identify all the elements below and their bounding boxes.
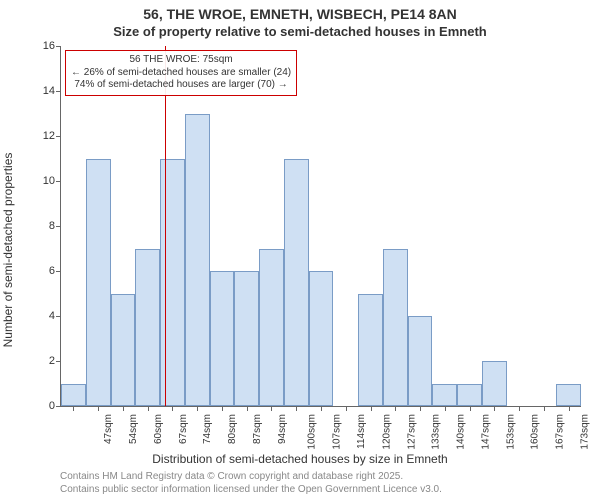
y-tick <box>56 91 61 92</box>
credits-line2: Contains public sector information licen… <box>60 484 442 497</box>
y-tick-label: 6 <box>27 265 55 277</box>
x-tick <box>123 406 124 411</box>
y-tick <box>56 361 61 362</box>
x-tick <box>420 406 421 411</box>
x-tick <box>494 406 495 411</box>
reference-line <box>165 46 166 406</box>
y-axis-label: Number of semi-detached properties <box>1 153 15 348</box>
x-tick-label: 100sqm <box>307 414 318 450</box>
histogram-bar <box>432 384 457 407</box>
y-tick <box>56 271 61 272</box>
histogram-bar <box>61 384 86 407</box>
histogram-bar <box>383 249 408 407</box>
x-tick-label: 54sqm <box>128 414 139 444</box>
x-tick <box>395 406 396 411</box>
annotation-line3: 74% of semi-detached houses are larger (… <box>71 79 291 92</box>
x-tick <box>321 406 322 411</box>
histogram-bar <box>234 271 259 406</box>
chart-title-main: 56, THE WROE, EMNETH, WISBECH, PE14 8AN <box>0 6 600 22</box>
y-tick <box>56 46 61 47</box>
y-tick <box>56 136 61 137</box>
x-tick <box>222 406 223 411</box>
x-tick <box>73 406 74 411</box>
histogram-bar <box>309 271 334 406</box>
x-tick-label: 47sqm <box>103 414 114 444</box>
x-tick-label: 133sqm <box>431 414 442 450</box>
x-tick <box>346 406 347 411</box>
x-tick <box>519 406 520 411</box>
y-tick-label: 4 <box>27 310 55 322</box>
x-tick-label: 74sqm <box>202 414 213 444</box>
histogram-bar <box>358 294 383 407</box>
y-tick-label: 8 <box>27 220 55 232</box>
x-tick-label: 160sqm <box>530 414 541 450</box>
annotation-line2: ← 26% of semi-detached houses are smalle… <box>71 67 291 80</box>
histogram-bar <box>482 361 507 406</box>
y-tick-label: 12 <box>27 130 55 142</box>
x-tick <box>371 406 372 411</box>
x-tick <box>569 406 570 411</box>
histogram-bar <box>210 271 235 406</box>
histogram-bar <box>86 159 111 407</box>
x-tick-label: 60sqm <box>153 414 164 444</box>
y-tick <box>56 406 61 407</box>
x-tick-label: 120sqm <box>381 414 392 450</box>
x-tick-label: 167sqm <box>555 414 566 450</box>
histogram-bar <box>259 249 284 407</box>
x-tick-label: 67sqm <box>178 414 189 444</box>
x-tick <box>148 406 149 411</box>
histogram-bar <box>111 294 136 407</box>
histogram-bar <box>457 384 482 407</box>
y-tick <box>56 181 61 182</box>
x-tick-label: 87sqm <box>252 414 263 444</box>
x-tick <box>470 406 471 411</box>
x-tick-label: 80sqm <box>227 414 238 444</box>
histogram-bar <box>284 159 309 407</box>
plot-area: 024681012141647sqm54sqm60sqm67sqm74sqm80… <box>60 46 581 407</box>
x-axis-label: Distribution of semi-detached houses by … <box>0 452 600 466</box>
x-tick-label: 114sqm <box>356 414 367 449</box>
y-tick-label: 10 <box>27 175 55 187</box>
y-tick-label: 2 <box>27 355 55 367</box>
x-tick <box>445 406 446 411</box>
x-tick-label: 147sqm <box>480 414 491 450</box>
y-tick-label: 14 <box>27 85 55 97</box>
credits-line1: Contains HM Land Registry data © Crown c… <box>60 471 442 484</box>
x-tick <box>271 406 272 411</box>
x-tick <box>296 406 297 411</box>
y-tick <box>56 226 61 227</box>
x-tick-label: 140sqm <box>456 414 467 450</box>
x-tick-label: 94sqm <box>277 414 288 444</box>
x-tick-label: 127sqm <box>406 414 417 450</box>
y-tick <box>56 316 61 317</box>
histogram-bar <box>160 159 185 407</box>
annotation-box: 56 THE WROE: 75sqm← 26% of semi-detached… <box>65 50 297 96</box>
annotation-line1: 56 THE WROE: 75sqm <box>71 54 291 67</box>
x-tick-label: 173sqm <box>579 414 590 450</box>
credits: Contains HM Land Registry data © Crown c… <box>60 471 442 496</box>
x-tick <box>544 406 545 411</box>
histogram-bar <box>408 316 433 406</box>
y-tick-label: 0 <box>27 400 55 412</box>
y-tick-label: 16 <box>27 40 55 52</box>
chart-container: 56, THE WROE, EMNETH, WISBECH, PE14 8AN … <box>0 0 600 500</box>
histogram-bar <box>185 114 210 407</box>
histogram-bar <box>556 384 581 407</box>
histogram-bar <box>135 249 160 407</box>
x-tick-label: 153sqm <box>505 414 516 450</box>
x-tick-label: 107sqm <box>332 414 343 450</box>
x-tick <box>197 406 198 411</box>
x-tick <box>247 406 248 411</box>
chart-title-sub: Size of property relative to semi-detach… <box>0 24 600 39</box>
x-tick <box>172 406 173 411</box>
x-tick <box>98 406 99 411</box>
